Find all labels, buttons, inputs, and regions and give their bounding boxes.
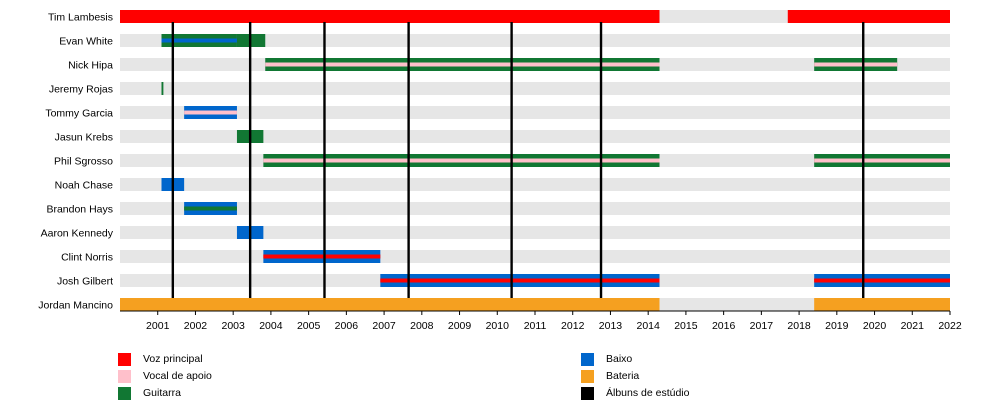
bar-nick-hipa-0-secondary-role	[265, 62, 660, 67]
row-background-brandon-hays	[120, 202, 950, 215]
x-tick-label-2015: 2015	[674, 320, 698, 332]
member-label-tim-lambesis: Tim Lambesis	[48, 12, 113, 24]
row-background-evan-white	[120, 34, 950, 47]
x-tick-label-2018: 2018	[787, 320, 811, 332]
bar-clint-norris-0-secondary-role	[263, 254, 381, 259]
bar-evan-white-0-secondary-role	[161, 38, 237, 43]
row-background-tommy-garcia	[120, 106, 950, 119]
bar-jeremy-rojas-0	[161, 82, 164, 95]
x-tick-label-2020: 2020	[863, 320, 887, 332]
member-label-jordan-mancino: Jordan Mancino	[38, 300, 113, 312]
x-tick-label-2008: 2008	[410, 320, 434, 332]
member-label-clint-norris: Clint Norris	[61, 252, 113, 264]
row-background-jeremy-rojas	[120, 82, 950, 95]
x-tick-label-2003: 2003	[222, 320, 246, 332]
member-label-jasun-krebs: Jasun Krebs	[55, 132, 113, 144]
member-label-noah-chase: Noah Chase	[55, 180, 114, 192]
bar-jordan-mancino-1	[814, 298, 950, 311]
x-tick-label-2002: 2002	[184, 320, 208, 332]
x-tick-label-2013: 2013	[599, 320, 623, 332]
x-tick-label-2014: 2014	[637, 320, 661, 332]
x-tick-label-2006: 2006	[335, 320, 359, 332]
bar-tim-lambesis-1	[787, 10, 950, 23]
member-label-phil-sgrosso: Phil Sgrosso	[54, 156, 113, 168]
bar-brandon-hays-0-secondary-role	[184, 206, 237, 211]
x-tick-label-2004: 2004	[259, 320, 283, 332]
bar-tommy-garcia-0-secondary-role	[184, 110, 237, 115]
row-background-jasun-krebs	[120, 130, 950, 143]
member-label-nick-hipa: Nick Hipa	[68, 60, 113, 72]
member-label-aaron-kennedy: Aaron Kennedy	[41, 228, 114, 240]
x-tick-label-2022: 2022	[938, 320, 962, 332]
bar-phil-sgrosso-1-secondary-role	[814, 158, 950, 163]
x-tick-label-2011: 2011	[524, 320, 547, 332]
bar-nick-hipa-1-secondary-role	[814, 62, 898, 67]
member-label-brandon-hays: Brandon Hays	[46, 204, 113, 216]
row-background-aaron-kennedy	[120, 226, 950, 239]
x-tick-label-2009: 2009	[448, 320, 472, 332]
bar-phil-sgrosso-0-secondary-role	[263, 158, 660, 163]
x-tick-label-2012: 2012	[561, 320, 585, 332]
x-tick-label-2007: 2007	[372, 320, 396, 332]
x-tick-label-2005: 2005	[297, 320, 321, 332]
bar-tim-lambesis-0	[120, 10, 660, 23]
row-background-noah-chase	[120, 178, 950, 191]
x-tick-label-2001: 2001	[146, 320, 170, 332]
x-tick-label-2021: 2021	[901, 320, 925, 332]
member-label-josh-gilbert: Josh Gilbert	[57, 276, 113, 288]
member-label-evan-white: Evan White	[59, 36, 113, 48]
member-label-jeremy-rojas: Jeremy Rojas	[49, 84, 113, 96]
bar-josh-gilbert-1-secondary-role	[814, 278, 950, 283]
row-background-clint-norris	[120, 250, 950, 263]
member-label-tommy-garcia: Tommy Garcia	[45, 108, 113, 120]
bar-josh-gilbert-0-secondary-role	[380, 278, 660, 283]
x-tick-label-2010: 2010	[486, 320, 510, 332]
x-tick-label-2016: 2016	[712, 320, 736, 332]
x-tick-label-2019: 2019	[825, 320, 849, 332]
x-tick-label-2017: 2017	[750, 320, 774, 332]
bar-jordan-mancino-0	[120, 298, 660, 311]
